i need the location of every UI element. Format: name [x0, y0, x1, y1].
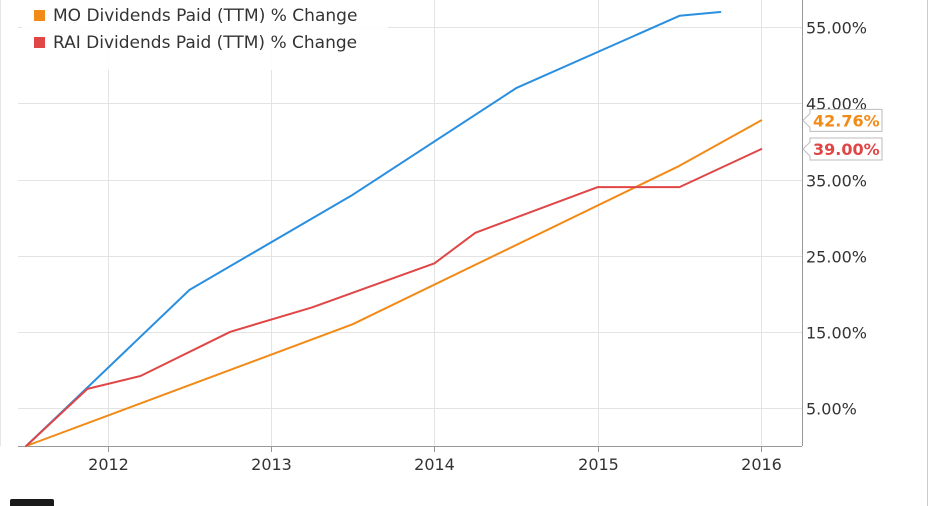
legend-entry-label: MO Dividends Paid (TTM) % Change — [53, 6, 357, 26]
y-tick-label: 45.00% — [806, 95, 867, 114]
y-tick-label: 15.00% — [806, 324, 867, 343]
legend-swatch — [34, 37, 45, 48]
end-value-label: 39.00% — [813, 140, 880, 159]
end-value-labels: 42.76% 39.00% — [802, 108, 883, 161]
end-label-box — [802, 137, 883, 161]
end-value-label: 42.76% — [813, 111, 880, 130]
legend-box — [22, 0, 388, 70]
y-tick-label: 5.00% — [806, 400, 857, 419]
x-axis-tick-labels: 2012 2013 2014 2015 2016 — [88, 455, 782, 474]
x-tick-label: 2016 — [741, 455, 782, 474]
series-line — [25, 119, 763, 447]
y-tick-label: 25.00% — [806, 248, 867, 267]
series-line — [25, 11, 722, 447]
legend: PM Dividends Paid (TTM) % ChangeMO Divid… — [22, 0, 388, 70]
end-label-box — [802, 108, 883, 132]
x-tick-label: 2015 — [578, 455, 619, 474]
series-lines — [25, 11, 763, 447]
legend-entry-label: RAI Dividends Paid (TTM) % Change — [53, 33, 357, 53]
y-tick-label: 35.00% — [806, 172, 867, 191]
x-tick-label: 2014 — [414, 455, 455, 474]
x-tick-label: 2012 — [88, 455, 129, 474]
brand-logo — [10, 499, 54, 506]
y-tick-label: 55.00% — [806, 19, 867, 38]
series-line — [25, 148, 763, 447]
x-tick-label: 2013 — [251, 455, 292, 474]
legend-swatch — [34, 10, 45, 21]
y-axis-tick-labels: 5.00% 15.00% 25.00% 35.00% 45.00% 55.00% — [806, 19, 867, 419]
